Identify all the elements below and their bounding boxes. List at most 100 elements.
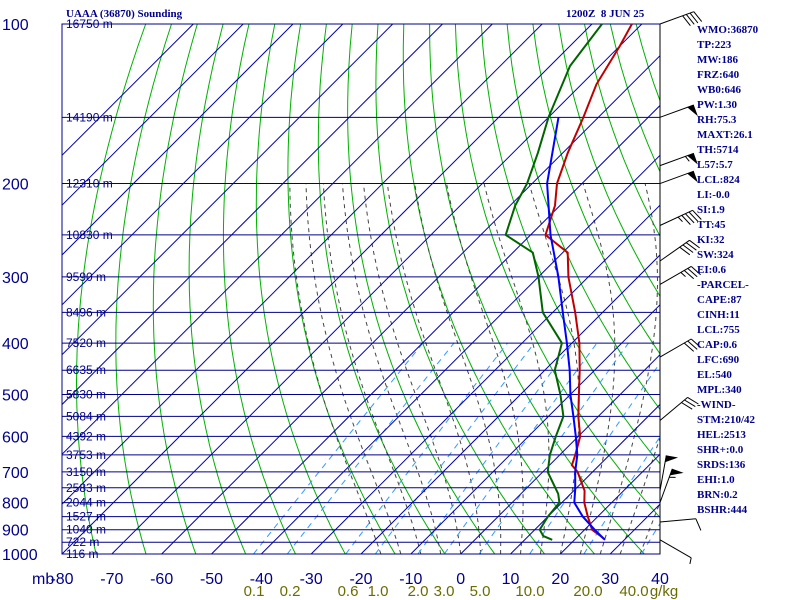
parcel-section-header: -PARCEL- bbox=[697, 279, 749, 291]
wind-barb-flag bbox=[692, 209, 702, 220]
wind-barb-pennant bbox=[687, 105, 698, 117]
wind-barb-pennant bbox=[669, 468, 684, 476]
wind-barb-flag bbox=[683, 270, 695, 280]
mixing-ratio-label: 10.0 bbox=[515, 583, 544, 600]
height-label: 8496 m bbox=[66, 305, 106, 319]
mixing-ratio-unit: g/kg bbox=[650, 583, 678, 600]
index-hel: HEL:2513 bbox=[697, 429, 746, 441]
index-stm: STM:210/42 bbox=[697, 414, 756, 426]
index-shr: SHR+:0.0 bbox=[697, 444, 744, 456]
index-bshr: BSHR:444 bbox=[697, 504, 748, 516]
height-label: 5830 m bbox=[66, 387, 106, 401]
wind-barb-flag bbox=[684, 399, 696, 408]
temperature-tick-label: -40 bbox=[250, 571, 273, 588]
index-maxt: MAXT:26.1 bbox=[697, 129, 753, 141]
temperature-tick-label: -20 bbox=[349, 571, 372, 588]
temperature-tick-label: 0 bbox=[456, 571, 465, 588]
dewpoint-trace bbox=[504, 24, 603, 541]
mixing-ratio-label: 0.6 bbox=[338, 583, 359, 600]
moist-adiabat-line bbox=[414, 183, 502, 554]
wind-barb-flag bbox=[693, 11, 703, 22]
mixing-ratio-label: 3.0 bbox=[434, 583, 455, 600]
pressure-tick-label: 400 bbox=[2, 336, 29, 353]
isotherm-line bbox=[62, 24, 443, 406]
wind-barb bbox=[659, 265, 692, 285]
height-label: 2044 m bbox=[66, 496, 106, 510]
index-cinh: CINH:11 bbox=[697, 309, 740, 321]
index-th: TH:5714 bbox=[697, 144, 739, 156]
index-ei: EI:0.6 bbox=[697, 264, 727, 276]
wind-barb-flag bbox=[685, 14, 695, 25]
wind-barb bbox=[659, 209, 693, 226]
wind-barb bbox=[659, 518, 696, 523]
isotherm-line bbox=[62, 24, 344, 306]
wind-barb-flag bbox=[679, 246, 691, 256]
wind-barb-flag bbox=[681, 402, 693, 410]
isotherm-line bbox=[510, 403, 660, 554]
index-pw: PW:1.30 bbox=[697, 99, 738, 111]
pressure-tick-label: 800 bbox=[2, 496, 29, 513]
wind-barb bbox=[659, 338, 692, 358]
wind-barb-flag bbox=[689, 12, 699, 24]
index-cap: CAP:0.6 bbox=[697, 339, 738, 351]
wind-barb-flag bbox=[690, 266, 701, 276]
temperature-tick-label: -70 bbox=[100, 571, 123, 588]
height-label: 3753 m bbox=[66, 448, 106, 462]
pressure-tick-label: 500 bbox=[2, 387, 29, 404]
wind-barb-flag bbox=[690, 338, 701, 348]
wind-barb-flag bbox=[681, 215, 691, 225]
wind-section-header: -WIND- bbox=[697, 399, 736, 411]
index-cape: CAPE:87 bbox=[697, 294, 742, 306]
wind-barb-flag bbox=[685, 242, 697, 251]
temperature-tick-label: -80 bbox=[50, 571, 73, 588]
isotherm-line bbox=[62, 24, 194, 157]
height-label: 3150 m bbox=[66, 465, 106, 479]
index-ehi: EHI:1.0 bbox=[697, 474, 735, 486]
temperature-tick-label: 30 bbox=[601, 571, 619, 588]
moist-adiabat-line bbox=[305, 183, 402, 554]
wind-barb-half-flag bbox=[689, 557, 692, 565]
moist-adiabat-line bbox=[446, 183, 524, 554]
pressure-tick-label: 600 bbox=[2, 429, 29, 446]
moist-adiabat-line bbox=[528, 183, 580, 554]
isotherm-line bbox=[62, 24, 543, 505]
height-label: 4392 m bbox=[66, 429, 106, 443]
isotherm-line bbox=[410, 304, 660, 554]
sounding-indices-list: WMO:36870 TP:223 MW:186 FRZ:640 WB0:646 … bbox=[697, 24, 758, 519]
index-frz: FRZ:640 bbox=[697, 69, 740, 81]
temperature-tick-label: -30 bbox=[300, 571, 323, 588]
wind-barb-flag bbox=[689, 239, 700, 249]
parcel-trace bbox=[546, 117, 606, 541]
wind-barb-pennant bbox=[665, 455, 679, 463]
temperature-tick-label: -50 bbox=[200, 571, 223, 588]
pressure-tick-label: 300 bbox=[2, 270, 29, 287]
wind-barb bbox=[659, 152, 694, 167]
mixing-ratio-label: 40.0 bbox=[619, 583, 648, 600]
mixing-ratio-label: 20.0 bbox=[573, 583, 602, 600]
pressure-tick-label: 1000 bbox=[2, 547, 38, 564]
temperature-tick-label: 40 bbox=[651, 571, 669, 588]
wind-barb-half-flag bbox=[685, 156, 690, 162]
isotherm-line bbox=[62, 24, 294, 256]
pressure-unit-label: mb bbox=[32, 571, 54, 588]
index-tt: TT:45 bbox=[697, 219, 726, 231]
height-label: 9590 m bbox=[66, 270, 106, 284]
index-lcl: LCL:824 bbox=[697, 174, 740, 186]
wind-barb-flag bbox=[687, 268, 698, 278]
pressure-tick-label: 700 bbox=[2, 465, 29, 482]
wind-barb bbox=[659, 539, 692, 559]
isotherm-line bbox=[559, 453, 660, 554]
index-sw: SW:324 bbox=[697, 249, 734, 261]
isotherm-line bbox=[310, 204, 660, 554]
index-tp: TP:223 bbox=[697, 39, 732, 51]
height-label: 116 m bbox=[66, 547, 98, 561]
mixing-ratio-label: 5.0 bbox=[470, 583, 491, 600]
pressure-tick-label: 900 bbox=[2, 523, 29, 540]
index-li: LI:-0.0 bbox=[697, 189, 730, 201]
wind-barb-pennant bbox=[687, 153, 698, 165]
mixing-ratio-label: 1.0 bbox=[368, 583, 389, 600]
wind-barb bbox=[659, 11, 694, 25]
wind-barb bbox=[659, 104, 694, 118]
wind-barb-half-flag bbox=[677, 216, 683, 223]
